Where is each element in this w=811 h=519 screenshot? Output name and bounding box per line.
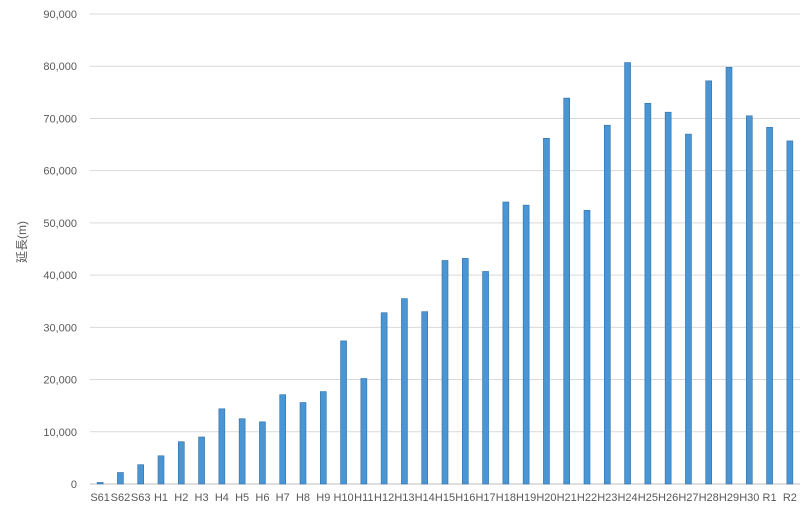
bar-H14 <box>421 311 429 485</box>
bar-H7 <box>279 394 287 485</box>
bar-H19 <box>522 204 530 485</box>
x-tick-label: H22 <box>577 492 597 504</box>
bar-H28 <box>705 80 713 485</box>
bars <box>96 62 794 485</box>
x-tick-label: H17 <box>475 492 495 504</box>
y-tick-label: 40,000 <box>43 270 77 282</box>
x-tick-label: H18 <box>496 492 516 504</box>
x-tick-label: H27 <box>678 492 698 504</box>
y-axis-label: 延長(m) <box>15 221 29 263</box>
y-tick-label: 20,000 <box>43 375 77 387</box>
x-tick-label: H7 <box>276 492 290 504</box>
x-tick-label: H14 <box>415 492 435 504</box>
bar-H30 <box>745 115 753 485</box>
bar-H21 <box>563 97 571 485</box>
bar-H3 <box>198 436 205 485</box>
bar-H23 <box>603 124 611 485</box>
bar-S62 <box>117 472 124 485</box>
bar-H15 <box>441 260 449 485</box>
y-tick-label: 50,000 <box>43 218 77 230</box>
bar-H13 <box>401 298 408 485</box>
x-tick-label: H8 <box>296 492 310 504</box>
bar-H26 <box>664 111 672 485</box>
bar-H17 <box>482 271 489 485</box>
bar-S61 <box>96 482 104 485</box>
x-tick-label: H5 <box>235 492 249 504</box>
bar-H20 <box>543 137 550 485</box>
bar-S63 <box>137 464 145 485</box>
x-tick-label: H6 <box>255 492 269 504</box>
x-tick-label: R2 <box>783 492 797 504</box>
y-tick-label: 90,000 <box>43 9 77 21</box>
x-tick-label: R1 <box>763 492 777 504</box>
bar-H1 <box>157 455 165 485</box>
x-tick-label: H24 <box>617 492 637 504</box>
x-tick-label: H2 <box>174 492 188 504</box>
x-tick-label: H1 <box>154 492 168 504</box>
x-tick-label: H4 <box>215 492 229 504</box>
x-tick-label: H11 <box>354 492 373 504</box>
x-tick-label: H29 <box>719 492 739 504</box>
bar-H29 <box>725 66 733 485</box>
y-tick-label: 0 <box>71 479 77 491</box>
x-tick-label: H20 <box>536 492 556 504</box>
x-tick-label: H13 <box>394 492 414 504</box>
bar-H5 <box>238 418 246 485</box>
x-tick-label: H15 <box>435 492 455 504</box>
x-tick-label: H25 <box>638 492 658 504</box>
x-tick-label: H10 <box>333 492 353 504</box>
bar-H24 <box>624 62 631 485</box>
bar-R1 <box>766 127 773 485</box>
y-tick-label: 30,000 <box>43 322 77 334</box>
bar-H27 <box>685 133 692 485</box>
x-tick-label: H23 <box>597 492 617 504</box>
x-tick-label: H16 <box>455 492 475 504</box>
x-tick-label: H21 <box>557 492 577 504</box>
x-tick-label: H26 <box>658 492 678 504</box>
bar-H16 <box>461 258 469 485</box>
bar-H10 <box>340 340 347 485</box>
x-tick-label: H19 <box>516 492 536 504</box>
y-tick-label: 70,000 <box>43 113 77 125</box>
bar-H22 <box>583 210 591 485</box>
x-tick-label: H30 <box>739 492 759 504</box>
bar-H4 <box>218 408 226 485</box>
y-tick-label: 10,000 <box>43 427 77 439</box>
bar-H8 <box>299 402 307 485</box>
x-tick-label: S61 <box>90 492 110 504</box>
y-axis-ticks: 0 10,000 20,000 30,000 40,000 50,000 60,000 70,… <box>43 9 77 491</box>
x-tick-label: H3 <box>195 492 209 504</box>
bar-H6 <box>259 421 266 485</box>
x-axis-ticks: S61 S62 S63 H1 H2 H3 H4 H5 H6 H7 H8 H9 H10 H11 H12 H13 H… <box>90 492 797 504</box>
y-tick-label: 60,000 <box>43 166 77 178</box>
x-tick-label: S62 <box>111 492 131 504</box>
x-tick-label: H28 <box>699 492 719 504</box>
bar-H11 <box>360 378 368 485</box>
bar-H18 <box>502 201 510 485</box>
y-tick-label: 80,000 <box>43 61 77 73</box>
bar-H25 <box>644 103 652 485</box>
bar-H9 <box>319 391 327 485</box>
x-tick-label: H9 <box>316 492 330 504</box>
bar-R2 <box>786 140 794 485</box>
x-tick-label: S63 <box>131 492 151 504</box>
bar-H2 <box>177 441 185 485</box>
bar-H12 <box>380 312 388 485</box>
x-tick-label: H12 <box>374 492 394 504</box>
